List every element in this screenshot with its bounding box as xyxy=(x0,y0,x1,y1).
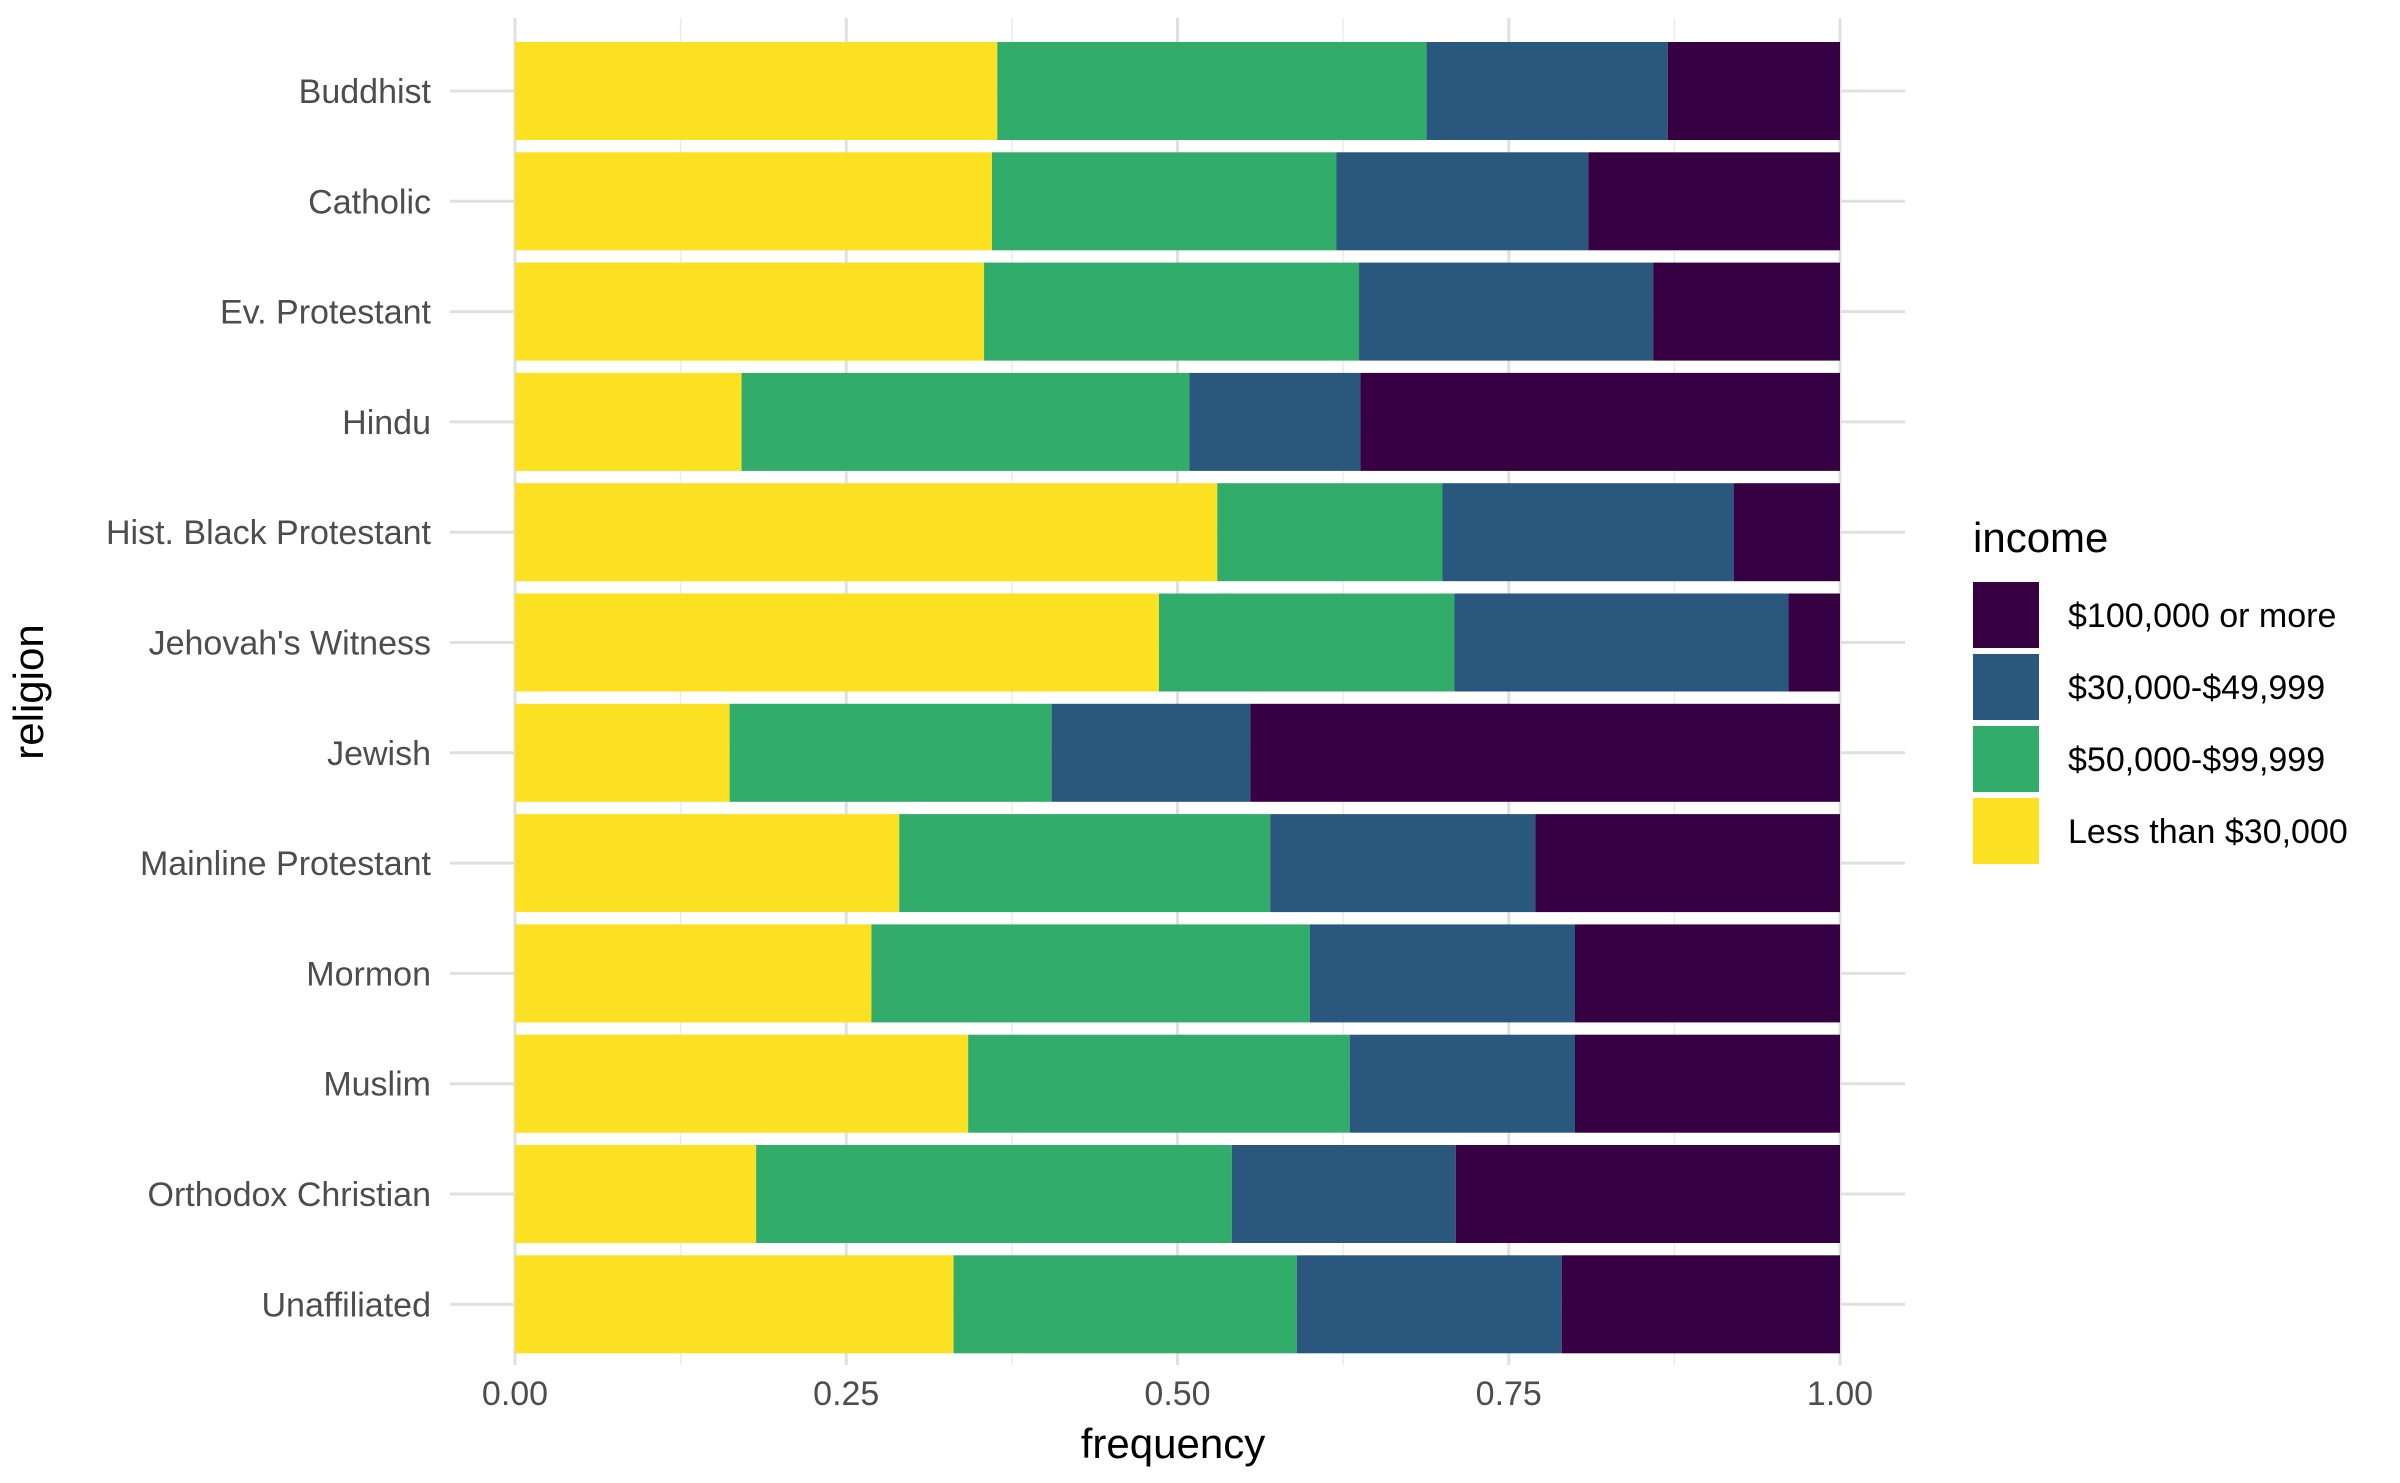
bar-mormon-50-000-99-999 xyxy=(871,924,1310,1023)
bar-catholic-less-than-30-000 xyxy=(515,152,992,251)
legend-label-50-000-99-999: $50,000-$99,999 xyxy=(2068,741,2325,779)
bar-jewish-30-000-49-999 xyxy=(1051,703,1251,802)
bar-jehovah-s-witness-less-than-30-000 xyxy=(515,593,1159,692)
category-label-mainline-protestant: Mainline Protestant xyxy=(140,845,432,883)
bar-mormon-30-000-49-999 xyxy=(1310,924,1575,1023)
x-tick-label: 0.75 xyxy=(1476,1375,1542,1413)
bar-ev-protestant-less-than-30-000 xyxy=(515,262,985,361)
legend-label-30-000-49-999: $30,000-$49,999 xyxy=(2068,669,2325,707)
x-tick-label: 1.00 xyxy=(1807,1375,1873,1413)
y-axis-title: religion xyxy=(5,624,52,759)
bar-muslim-100-000-or-more xyxy=(1575,1034,1840,1133)
bar-hindu-30-000-49-999 xyxy=(1189,372,1361,471)
category-label-ev-protestant: Ev. Protestant xyxy=(220,294,432,332)
bars xyxy=(515,42,1840,1354)
bar-unaffiliated-30-000-49-999 xyxy=(1296,1255,1562,1354)
bar-mainline-protestant-100-000-or-more xyxy=(1535,814,1840,913)
bar-orthodox-christian-30-000-49-999 xyxy=(1231,1145,1456,1243)
bar-hindu-100-000-or-more xyxy=(1360,372,1840,471)
category-label-mormon: Mormon xyxy=(306,955,431,993)
legend-key-100-000-or-more xyxy=(1973,582,2039,648)
bar-catholic-30-000-49-999 xyxy=(1336,152,1589,251)
legend-key-30-000-49-999 xyxy=(1973,654,2039,720)
category-label-jewish: Jewish xyxy=(327,735,431,773)
bar-catholic-100-000-or-more xyxy=(1588,152,1840,251)
bar-mainline-protestant-30-000-49-999 xyxy=(1270,814,1536,913)
bar-mormon-less-than-30-000 xyxy=(515,924,872,1023)
legend-label-less-than-30-000: Less than $30,000 xyxy=(2068,813,2348,851)
legend-title: income xyxy=(1973,514,2108,561)
bar-orthodox-christian-50-000-99-999 xyxy=(756,1145,1232,1243)
legend-label-100-000-or-more: $100,000 or more xyxy=(2068,597,2336,635)
x-tick-label: 0.50 xyxy=(1144,1375,1210,1413)
category-label-hist-black-protestant: Hist. Black Protestant xyxy=(106,514,432,552)
bar-ev-protestant-30-000-49-999 xyxy=(1359,262,1654,361)
bar-ev-protestant-100-000-or-more xyxy=(1653,262,1840,361)
bar-jewish-50-000-99-999 xyxy=(729,703,1052,802)
bar-muslim-less-than-30-000 xyxy=(515,1034,969,1133)
legend-key-50-000-99-999 xyxy=(1973,726,2039,792)
legend: income $100,000 or more $30,000-$49,999 $5… xyxy=(1973,514,2348,864)
bar-hindu-less-than-30-000 xyxy=(515,372,742,471)
x-axis-title: frequency xyxy=(1081,1420,1265,1467)
bar-hist-black-protestant-30-000-49-999 xyxy=(1442,483,1734,582)
bar-hindu-50-000-99-999 xyxy=(741,372,1190,471)
bar-jehovah-s-witness-100-000-or-more xyxy=(1788,593,1840,692)
category-label-orthodox-christian: Orthodox Christian xyxy=(148,1176,431,1214)
category-label-hindu: Hindu xyxy=(342,404,431,442)
category-label-catholic: Catholic xyxy=(308,183,431,221)
bar-orthodox-christian-100-000-or-more xyxy=(1455,1145,1840,1243)
bar-hist-black-protestant-50-000-99-999 xyxy=(1217,483,1443,582)
bar-jewish-100-000-or-more xyxy=(1250,703,1840,802)
bar-mainline-protestant-less-than-30-000 xyxy=(515,814,900,913)
category-label-muslim: Muslim xyxy=(323,1066,431,1104)
bar-orthodox-christian-less-than-30-000 xyxy=(515,1145,757,1243)
category-labels: Buddhist Catholic Ev. Protestant Hindu Hist.… xyxy=(106,73,432,1324)
bar-mormon-100-000-or-more xyxy=(1575,924,1840,1023)
bar-hist-black-protestant-100-000-or-more xyxy=(1734,483,1840,582)
x-tick-label: 0.25 xyxy=(813,1375,879,1413)
bar-buddhist-30-000-49-999 xyxy=(1426,42,1668,140)
x-tick-labels: 0.00 0.25 0.50 0.75 1.00 xyxy=(482,1375,1873,1413)
bar-muslim-50-000-99-999 xyxy=(968,1034,1350,1133)
bar-buddhist-100-000-or-more xyxy=(1667,42,1840,140)
bar-unaffiliated-100-000-or-more xyxy=(1561,1255,1840,1354)
bar-jehovah-s-witness-30-000-49-999 xyxy=(1454,593,1789,692)
bar-unaffiliated-50-000-99-999 xyxy=(953,1255,1297,1354)
bar-ev-protestant-50-000-99-999 xyxy=(984,262,1360,361)
category-label-jehovah-s-witness: Jehovah's Witness xyxy=(149,625,431,663)
bar-jehovah-s-witness-50-000-99-999 xyxy=(1158,593,1455,692)
bar-unaffiliated-less-than-30-000 xyxy=(515,1255,954,1354)
bar-buddhist-50-000-99-999 xyxy=(997,42,1427,140)
legend-key-less-than-30-000 xyxy=(1973,798,2039,864)
x-tick-label: 0.00 xyxy=(482,1375,548,1413)
bar-jewish-less-than-30-000 xyxy=(515,703,730,802)
category-label-unaffiliated: Unaffiliated xyxy=(262,1286,432,1324)
bar-catholic-50-000-99-999 xyxy=(992,152,1337,251)
bar-muslim-30-000-49-999 xyxy=(1349,1034,1575,1133)
bar-mainline-protestant-50-000-99-999 xyxy=(899,814,1271,913)
category-label-buddhist: Buddhist xyxy=(299,73,432,111)
bar-hist-black-protestant-less-than-30-000 xyxy=(515,483,1218,582)
bar-buddhist-less-than-30-000 xyxy=(515,42,998,140)
